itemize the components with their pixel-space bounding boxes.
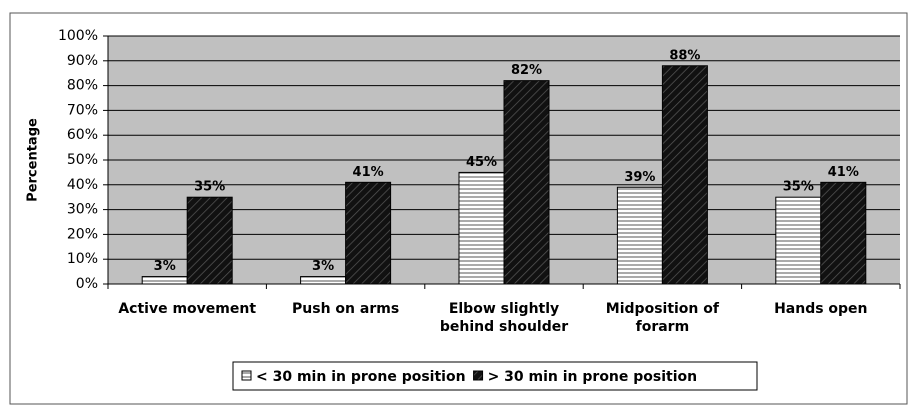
y-tick-label: 30%: [67, 202, 98, 218]
y-tick-label: 50%: [67, 152, 98, 168]
bar: [345, 181, 392, 285]
y-tick-label: 100%: [58, 28, 98, 44]
y-tick-label: 0%: [76, 276, 98, 292]
x-tick-label: Midposition of forarm: [605, 301, 719, 335]
y-tick-label: 60%: [67, 127, 98, 143]
data-label: 82%: [511, 63, 542, 78]
data-label: 39%: [624, 170, 655, 185]
data-label: 88%: [669, 48, 700, 63]
bar: [616, 186, 663, 285]
data-label: 35%: [783, 180, 814, 195]
y-tick-label: 20%: [67, 226, 98, 242]
data-label: 45%: [466, 155, 497, 170]
y-tick-label: 80%: [67, 78, 98, 94]
legend-label: > 30 min in prone position: [488, 369, 698, 385]
data-label: 3%: [312, 259, 334, 274]
y-tick-label: 40%: [67, 177, 98, 193]
data-label: 3%: [154, 259, 176, 274]
legend-label: < 30 min in prone position: [256, 369, 466, 385]
x-tick-label: Hands open: [774, 301, 868, 317]
bar: [820, 181, 867, 285]
x-tick-label: Active movement: [118, 301, 257, 317]
legend-box: [232, 361, 758, 391]
legend-swatch: [473, 370, 484, 381]
bar: [503, 80, 550, 285]
y-tick-label: 10%: [67, 251, 98, 267]
y-axis-title: Percentage: [26, 118, 41, 202]
bar: [300, 276, 347, 285]
data-label: 35%: [194, 180, 225, 195]
bar: [775, 196, 822, 285]
y-tick-label: 70%: [67, 102, 98, 118]
y-tick-label: 90%: [67, 53, 98, 69]
bar: [458, 171, 505, 285]
x-tick-label: Elbow slightly behind shoulder: [439, 301, 569, 335]
data-label: 41%: [828, 165, 859, 180]
bar: [661, 65, 708, 285]
data-label: 41%: [353, 165, 384, 180]
legend-swatch: [241, 370, 252, 381]
bar: [186, 196, 233, 285]
bar: [141, 276, 188, 285]
x-tick-label: Push on arms: [292, 301, 400, 317]
